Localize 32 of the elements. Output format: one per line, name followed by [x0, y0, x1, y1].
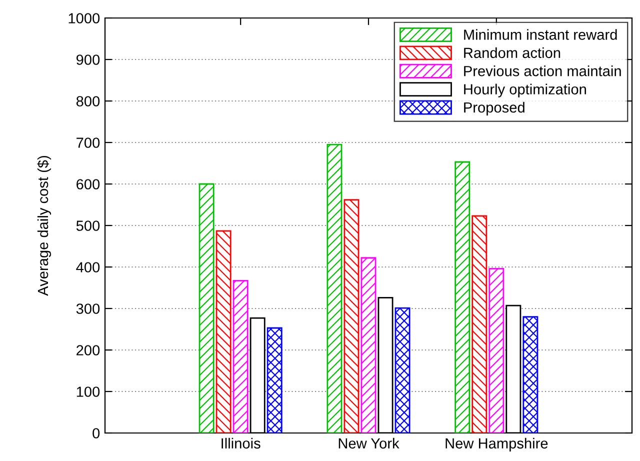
y-tick-label: 400: [76, 262, 100, 272]
bar: [454, 161, 470, 433]
y-tick-label: 500: [76, 220, 100, 231]
y-tick-label: 100: [76, 386, 100, 397]
bar: [232, 280, 248, 433]
bar: [326, 144, 342, 433]
y-tick-label: 900: [76, 54, 100, 65]
y-tick-label: 300: [76, 304, 100, 314]
legend-label: Minimum instant reward: [464, 29, 617, 40]
bar: [266, 327, 282, 433]
bar: [488, 268, 504, 433]
bar: [360, 257, 376, 433]
x-tick-label: New Hampshire: [446, 438, 548, 452]
y-axis-title: Average daily cost ($): [37, 156, 52, 296]
bar: [522, 316, 538, 433]
y-tick-label: 1000: [68, 13, 100, 24]
y-tick-label: 800: [76, 96, 100, 106]
y-tick-label: 0: [92, 428, 100, 438]
y-tick-label: 200: [76, 345, 100, 356]
bar: [472, 215, 488, 433]
x-tick-label: New York: [338, 438, 400, 449]
y-tick-label: 700: [76, 138, 100, 148]
legend-label: Previous action maintain: [464, 66, 621, 76]
bar: [216, 230, 232, 433]
bar: [198, 183, 214, 433]
legend-label: Hourly optimization: [464, 84, 586, 98]
y-tick-label: 600: [76, 179, 100, 190]
legend-label: Proposed: [464, 102, 524, 116]
legend-label: Random action: [464, 47, 560, 58]
bar: [394, 307, 410, 433]
x-tick-label: Illinois: [222, 438, 260, 449]
bar: [344, 199, 360, 433]
